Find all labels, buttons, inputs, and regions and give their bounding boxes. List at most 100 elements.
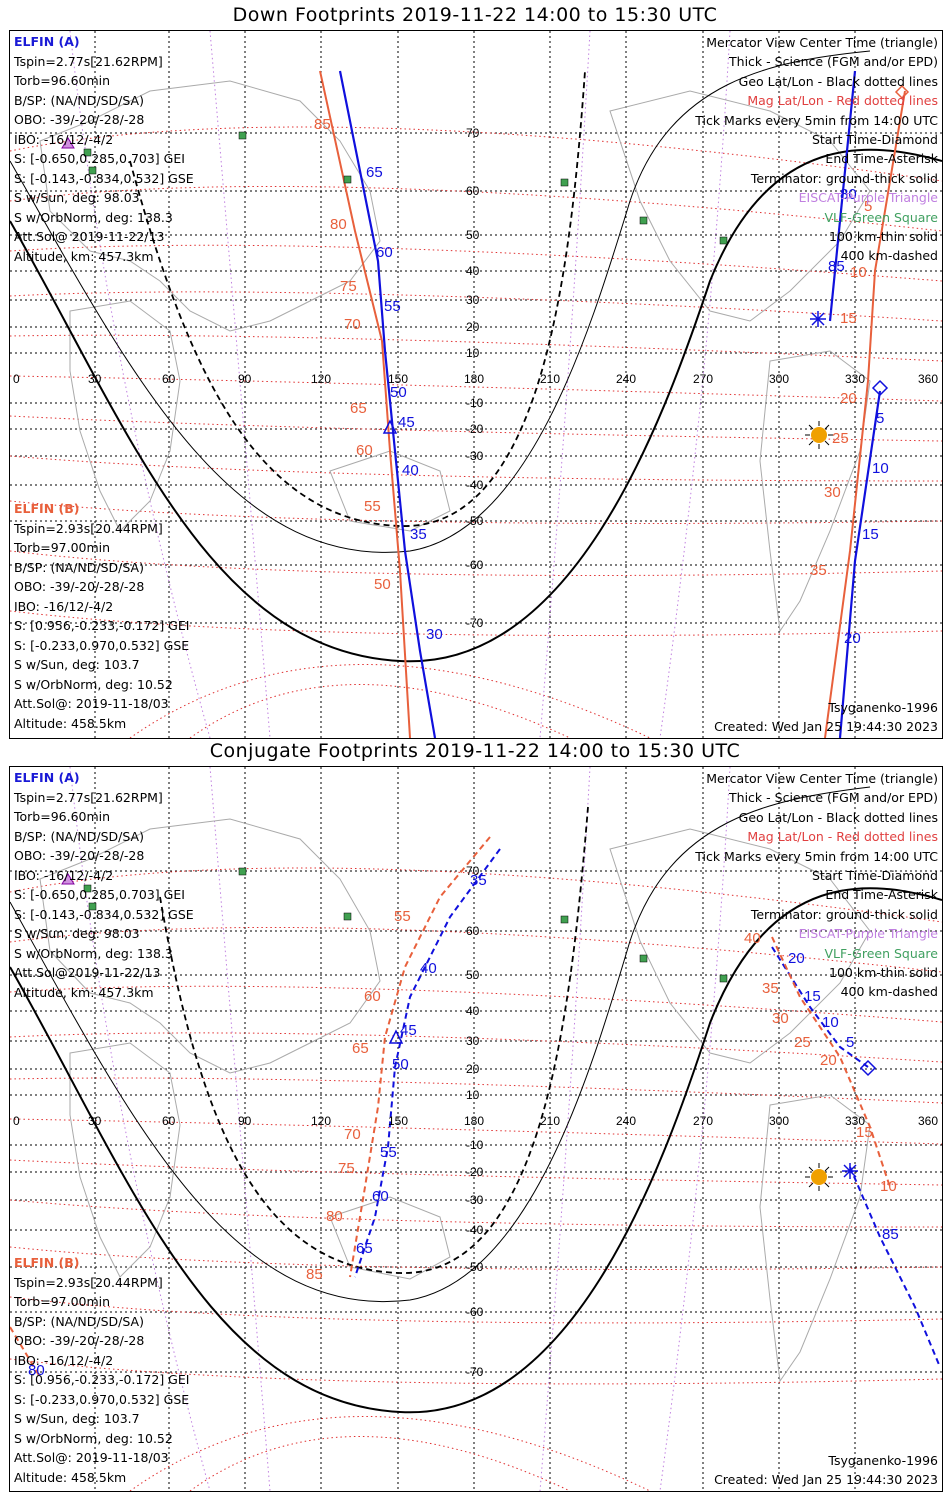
svg-text:150: 150	[388, 372, 408, 386]
svg-text:85: 85	[314, 116, 331, 133]
mag-meridians	[69, 31, 731, 738]
svg-text:65: 65	[350, 400, 367, 417]
svg-text:80: 80	[840, 186, 857, 203]
svg-text:40: 40	[402, 462, 419, 479]
info-line: S w/OrbNorm, deg: 138.3	[14, 945, 173, 961]
svg-text:15: 15	[804, 988, 821, 1005]
svg-text:75: 75	[338, 1160, 355, 1177]
svg-text:65: 65	[366, 164, 383, 181]
svg-text:-30: -30	[466, 449, 484, 463]
svg-text:35: 35	[410, 526, 427, 543]
svg-text:210: 210	[540, 372, 560, 386]
panel-title-down: Down Footprints 2019-11-22 14:00 to 15:3…	[232, 4, 718, 26]
eiscat-triangle	[61, 137, 75, 149]
legend-line: VLF-Green Square	[824, 209, 938, 225]
svg-text:0: 0	[13, 372, 20, 386]
info-line: S: [-0.650,0.285,0.703] GEI	[14, 887, 185, 902]
info-line: Torb=97.00min	[14, 1294, 111, 1309]
svg-text:60: 60	[466, 184, 480, 198]
svg-text:60: 60	[466, 924, 480, 938]
info-line: S: [0.956,-0.233,-0.172] GEI	[14, 618, 190, 633]
info-line: Torb=96.60min	[14, 809, 111, 824]
svg-text:60: 60	[376, 244, 393, 261]
svg-text:80: 80	[28, 1362, 45, 1379]
lon-tick-labels: 0 30 60 90 120 150 180 210 240 270 300 3…	[13, 372, 938, 386]
svg-text:65: 65	[356, 1240, 373, 1257]
svg-text:-70: -70	[466, 1365, 484, 1379]
trace-elfin-a	[338, 70, 882, 738]
legend-line: Terminator: ground-thick solid	[750, 170, 938, 186]
lon-tick-labels: 0 30 60 90 120 150 180 210 240 270 300 3…	[13, 1114, 938, 1128]
svg-text:75: 75	[340, 278, 357, 295]
conjugate-footprints-map: 0 30 60 90 120 150 180 210 240 270 300 3…	[9, 766, 943, 1492]
svg-text:300: 300	[769, 372, 789, 386]
svg-text:120: 120	[311, 1114, 331, 1128]
east-b-tick-labels: 5 10 15 20 25 30 35	[810, 198, 872, 579]
svg-text:-60: -60	[466, 558, 484, 572]
info-line: Torb=97.00min	[14, 540, 111, 555]
info-line: S w/Sun, deg: 98.03	[14, 926, 140, 941]
svg-text:60: 60	[364, 988, 381, 1005]
svg-text:-10: -10	[466, 396, 484, 410]
svg-text:45: 45	[398, 414, 415, 431]
elfin-b-header: ELFIN (B)	[14, 1255, 80, 1270]
legend-line: Thick - Science (FGM and/or EPD)	[729, 54, 938, 70]
legend-line: Mercator View Center Time (triangle)	[706, 771, 938, 786]
legend-line: Tick Marks every 5min from 14:00 UTC	[695, 848, 938, 864]
svg-text:30: 30	[772, 1010, 789, 1027]
svg-text:55: 55	[394, 908, 411, 925]
legend-line: 400 km-dashed	[840, 248, 938, 264]
svg-text:270: 270	[693, 372, 713, 386]
info-line: Att.Sol@2019-11-22/13	[14, 965, 161, 980]
svg-text:30: 30	[824, 484, 841, 501]
svg-text:50: 50	[466, 228, 480, 242]
svg-text:15: 15	[840, 310, 857, 327]
svg-text:30: 30	[426, 626, 443, 643]
elfin-b-info: ELFIN (B) Tspin=2.93s[20.44RPM] Torb=97.…	[14, 1253, 189, 1487]
elfin-a-header: ELFIN (A)	[14, 770, 80, 785]
legend-line: Start Time-Diamond	[811, 132, 938, 148]
info-line: B/SP: (NA/ND/SD/SA)	[14, 1313, 144, 1329]
svg-text:20: 20	[466, 320, 480, 334]
info-line: Tspin=2.93s[20.44RPM]	[14, 1274, 163, 1290]
east-a-tick-labels: 80 85 5 10 15 20	[828, 186, 889, 647]
model-label: Tsyganenko-1996	[828, 700, 938, 715]
svg-text:10: 10	[880, 1178, 897, 1195]
elfin-a-end-asterisk	[842, 1163, 858, 1179]
elfin-a-start-diamond	[871, 379, 889, 397]
svg-text:25: 25	[832, 430, 849, 447]
info-line: Altitude: 458.5km	[14, 1469, 127, 1485]
svg-text:240: 240	[616, 372, 636, 386]
svg-text:0: 0	[13, 1114, 20, 1128]
svg-text:20: 20	[788, 950, 805, 967]
svg-text:70: 70	[466, 126, 480, 140]
terminator	[10, 786, 942, 1414]
trace-b-tick-labels: 55 60 65 70 75 80 85	[306, 908, 411, 1283]
map-footer: Tsyganenko-1996 Created: Wed Jan 25 19:4…	[714, 1451, 938, 1489]
created-timestamp: Created: Wed Jan 25 19:44:30 2023	[714, 719, 938, 734]
info-line: S w/Sun, deg: 98.03	[14, 190, 140, 205]
east-b-tick-labels: 40 35 30 25 20 15 10	[744, 930, 897, 1195]
svg-text:15: 15	[856, 1124, 873, 1141]
svg-text:45: 45	[400, 1022, 417, 1039]
legend-line: Thick - Science (FGM and/or EPD)	[729, 790, 938, 806]
svg-text:40: 40	[420, 960, 437, 977]
svg-text:300: 300	[769, 1114, 789, 1128]
info-line: S: [-0.233,0.970,0.532] GSE	[14, 637, 190, 653]
legend-line: Tick Marks every 5min from 14:00 UTC	[695, 112, 938, 128]
sun-icon	[805, 1163, 833, 1191]
map-legend: Mercator View Center Time (triangle) Thi…	[695, 33, 938, 266]
map-legend: Mercator View Center Time (triangle) Thi…	[695, 769, 938, 1002]
svg-text:80: 80	[330, 216, 347, 233]
svg-text:85: 85	[882, 1226, 899, 1243]
info-line: B/SP: (NA/ND/SD/SA)	[14, 828, 144, 844]
vlf-stations	[83, 131, 728, 245]
mag-grid	[10, 867, 942, 1491]
sun-icon	[805, 421, 833, 449]
down-map-canvas: 0 30 60 90 120 150 180 210 240 270 300 3…	[10, 31, 942, 738]
svg-text:150: 150	[388, 1114, 408, 1128]
legend-line: Geo Lat/Lon - Black dotted lines	[738, 809, 938, 825]
svg-text:55: 55	[380, 1144, 397, 1161]
svg-text:330: 330	[845, 1114, 865, 1128]
continents	[39, 80, 871, 633]
